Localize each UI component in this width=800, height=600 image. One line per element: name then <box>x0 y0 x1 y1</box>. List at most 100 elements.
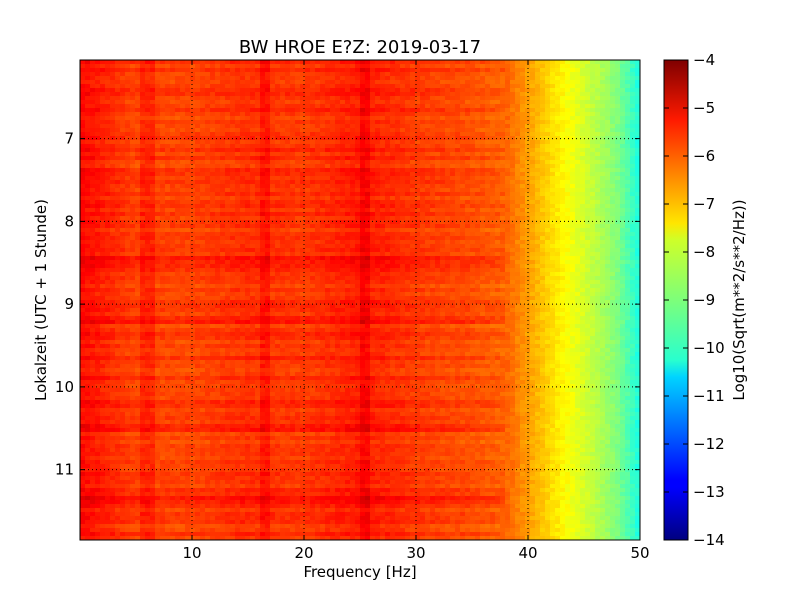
heatmap-cell <box>225 64 231 69</box>
heatmap-cell <box>435 60 441 65</box>
heatmap-cell <box>115 144 121 149</box>
heatmap-cell <box>625 160 631 165</box>
heatmap-cell <box>540 232 546 237</box>
heatmap-cell <box>205 168 211 173</box>
heatmap-cell <box>400 200 406 205</box>
heatmap-cell <box>315 124 321 129</box>
heatmap-cell <box>385 104 391 109</box>
heatmap-cell <box>175 92 181 97</box>
heatmap-cell <box>385 196 391 201</box>
heatmap-cell <box>335 164 341 169</box>
heatmap-cell <box>175 76 181 81</box>
heatmap-cell <box>425 104 431 109</box>
heatmap-cell <box>535 164 541 169</box>
heatmap-cell <box>480 192 486 197</box>
heatmap-cell <box>170 144 176 149</box>
heatmap-cell <box>120 168 126 173</box>
heatmap-cell <box>490 220 496 225</box>
heatmap-cell <box>315 152 321 157</box>
heatmap-cell <box>110 68 116 73</box>
heatmap-cell <box>270 116 276 121</box>
heatmap-cell <box>540 76 546 81</box>
heatmap-cell <box>355 220 361 225</box>
heatmap-cell <box>470 184 476 189</box>
heatmap-cell <box>195 180 201 185</box>
heatmap-cell <box>565 196 571 201</box>
heatmap-cell <box>225 200 231 205</box>
heatmap-cell <box>630 128 636 133</box>
heatmap-cell <box>465 120 471 125</box>
heatmap-cell <box>540 80 546 85</box>
heatmap-cell <box>320 188 326 193</box>
heatmap-cell <box>120 124 126 129</box>
heatmap-cell <box>490 72 496 77</box>
heatmap-cell <box>450 208 456 213</box>
heatmap-cell <box>245 116 251 121</box>
heatmap-cell <box>400 112 406 117</box>
heatmap-cell <box>360 72 366 77</box>
heatmap-cell <box>410 104 416 109</box>
heatmap-cell <box>380 104 386 109</box>
heatmap-cell <box>140 224 146 229</box>
heatmap-cell <box>520 96 526 101</box>
heatmap-cell <box>505 112 511 117</box>
heatmap-cell <box>125 72 131 77</box>
heatmap-cell <box>450 200 456 205</box>
heatmap-cell <box>450 212 456 217</box>
heatmap-cell <box>260 208 266 213</box>
heatmap-cell <box>85 188 91 193</box>
heatmap-cell <box>395 76 401 81</box>
heatmap-cell <box>520 100 526 105</box>
heatmap-cell <box>490 104 496 109</box>
heatmap-cell <box>350 72 356 77</box>
heatmap-cell <box>500 200 506 205</box>
heatmap-cell <box>320 180 326 185</box>
heatmap-cell <box>375 192 381 197</box>
heatmap-cell <box>185 208 191 213</box>
heatmap-cell <box>175 72 181 77</box>
heatmap-cell <box>360 200 366 205</box>
heatmap-cell <box>455 228 461 233</box>
heatmap-cell <box>555 88 561 93</box>
heatmap-cell <box>265 144 271 149</box>
heatmap-cell <box>415 112 421 117</box>
heatmap-cell <box>530 76 536 81</box>
heatmap-cell <box>180 208 186 213</box>
heatmap-cell <box>330 224 336 229</box>
heatmap-cell <box>615 100 621 105</box>
heatmap-cell <box>475 92 481 97</box>
heatmap-cell <box>585 168 591 173</box>
heatmap-cell <box>85 100 91 105</box>
heatmap-cell <box>530 224 536 229</box>
heatmap-cell <box>215 168 221 173</box>
heatmap-cell <box>105 168 111 173</box>
heatmap-cell <box>175 204 181 209</box>
heatmap-cell <box>510 168 516 173</box>
heatmap-cell <box>190 152 196 157</box>
heatmap-cell <box>125 84 131 89</box>
heatmap-cell <box>200 96 206 101</box>
heatmap-cell <box>405 180 411 185</box>
heatmap-cell <box>620 72 626 77</box>
heatmap-cell <box>565 164 571 169</box>
heatmap-cell <box>150 188 156 193</box>
heatmap-cell <box>630 116 636 121</box>
heatmap-cell <box>390 216 396 221</box>
heatmap-cell <box>235 68 241 73</box>
heatmap-cell <box>485 64 491 69</box>
heatmap-cell <box>320 196 326 201</box>
heatmap-cell <box>165 120 171 125</box>
heatmap-cell <box>370 104 376 109</box>
heatmap-cell <box>230 76 236 81</box>
heatmap-cell <box>125 204 131 209</box>
heatmap-cell <box>90 132 96 137</box>
heatmap-cell <box>200 164 206 169</box>
heatmap-cell <box>490 116 496 121</box>
heatmap-cell <box>275 76 281 81</box>
heatmap-cell <box>230 64 236 69</box>
heatmap-cell <box>255 192 261 197</box>
heatmap-cell <box>200 188 206 193</box>
heatmap-cell <box>245 176 251 181</box>
heatmap-cell <box>165 232 171 237</box>
heatmap-cell <box>560 88 566 93</box>
